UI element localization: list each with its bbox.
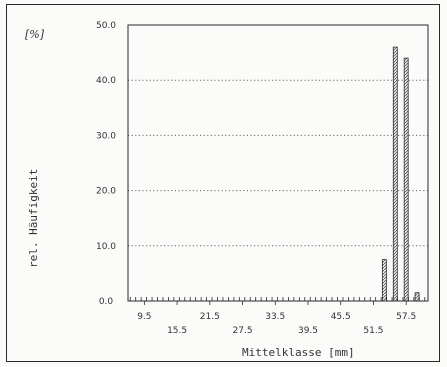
x-tick-label: 57.5 [396, 312, 416, 322]
x-tick-label: 33.5 [265, 312, 285, 322]
bar [403, 57, 409, 302]
x-tick-label: 39.5 [298, 326, 318, 336]
plot-box [127, 24, 429, 302]
y-axis-title: rel. Häufigkeit [27, 169, 40, 268]
bar [392, 46, 398, 302]
y-unit-label: [%] [25, 28, 45, 41]
y-tick-label: 40.0 [96, 76, 116, 86]
x-tick-label: 21.5 [200, 312, 220, 322]
x-tick-label: 9.5 [137, 312, 151, 322]
x-axis-title: Mittelklasse [mm] [242, 346, 355, 359]
y-tick-label: 0.0 [99, 297, 114, 307]
x-tick-label: 27.5 [233, 326, 253, 336]
y-tick-label: 20.0 [96, 187, 116, 197]
bars [381, 46, 420, 302]
axes [127, 24, 429, 305]
gridlines [128, 79, 428, 247]
tick-labels: 0.0 10.0 20.0 30.0 40.0 50.0 9.5 15.5 21.5 27.5 33… [96, 21, 416, 336]
y-tick-label: 30.0 [96, 131, 116, 141]
bar [381, 259, 387, 302]
x-tick-label: 15.5 [167, 326, 187, 336]
figure-frame [6, 4, 440, 362]
y-tick-label: 10.0 [96, 242, 116, 252]
y-tick-label: 50.0 [96, 21, 116, 31]
x-tick-label: 51.5 [363, 326, 383, 336]
x-tick-label: 45.5 [331, 312, 351, 322]
bar [414, 292, 420, 302]
